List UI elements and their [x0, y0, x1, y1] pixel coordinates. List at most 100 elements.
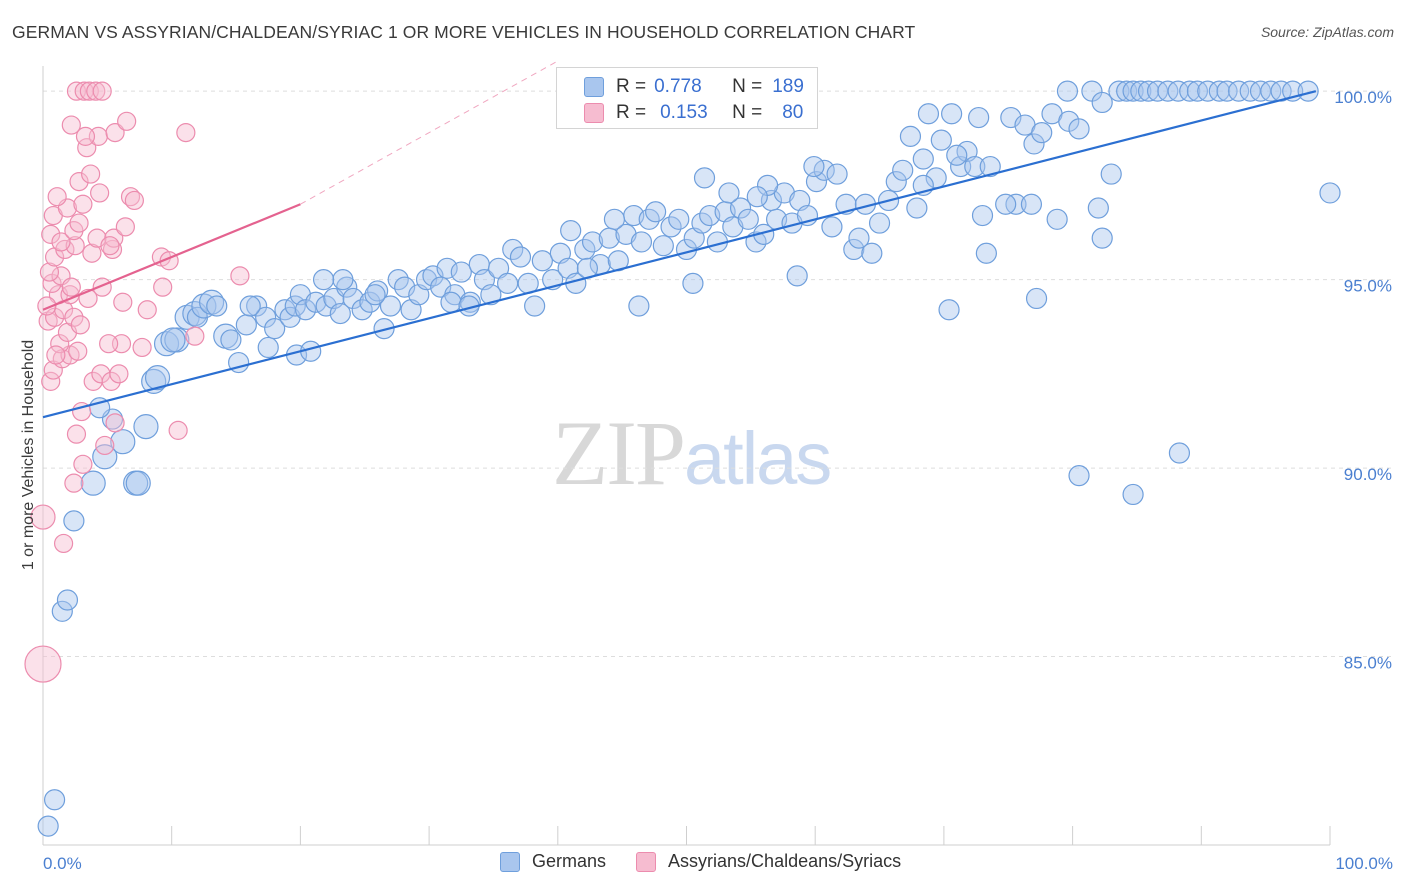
legend-item-assyrians: Assyrians/Chaldeans/Syriacs: [636, 851, 901, 872]
german-point: [1020, 193, 1043, 215]
german-point: [691, 212, 713, 234]
german-point: [1179, 80, 1201, 102]
assyrian-point: [51, 232, 71, 252]
trend-lines: [42, 60, 1317, 419]
assyrian-point: [82, 243, 102, 263]
german-point: [693, 167, 716, 189]
german-point: [737, 208, 759, 230]
assyrian-point: [64, 307, 84, 327]
r-value: 0.153: [660, 102, 708, 123]
german-point: [531, 250, 553, 272]
german-point: [1297, 80, 1319, 102]
german-point: [682, 272, 704, 294]
series-legend: Germans Assyrians/Chaldeans/Syriacs: [500, 851, 931, 872]
german-point: [1208, 80, 1230, 102]
german-point: [1122, 483, 1144, 506]
german-point: [930, 129, 952, 151]
r-label: R =: [616, 102, 647, 123]
x-tick-label: 0.0%: [43, 854, 82, 873]
assyrian-point: [113, 292, 133, 312]
german-point: [133, 414, 159, 440]
german-point: [868, 212, 891, 234]
assyrian-point: [64, 473, 84, 493]
german-point: [80, 470, 106, 496]
german-point: [979, 155, 1001, 178]
german-point: [1031, 122, 1053, 144]
y-tick-label: 85.0%: [1344, 654, 1392, 673]
german-point: [153, 331, 180, 357]
german-point: [917, 103, 940, 125]
grid-lines: [43, 90, 1392, 658]
assyrian-point: [132, 337, 152, 358]
assyrian-point: [101, 371, 121, 391]
legend-item-germans: Germans: [500, 851, 606, 872]
assyrian-point: [230, 266, 250, 286]
german-point: [92, 444, 118, 470]
n-label: N =: [732, 76, 763, 97]
german-point: [803, 155, 825, 178]
german-point: [628, 295, 650, 317]
german-point: [1319, 182, 1341, 204]
german-point: [968, 106, 990, 129]
german-point: [971, 204, 994, 227]
german-point: [110, 429, 136, 455]
zipatlas-watermark: ZIPatlas: [552, 400, 832, 506]
assyrian-point: [168, 420, 188, 440]
chart-title: GERMAN VS ASSYRIAN/CHALDEAN/SYRIAC 1 OR …: [12, 22, 916, 42]
german-point: [206, 295, 228, 317]
assyrians-legend-swatch: [636, 851, 657, 872]
assyrian-point: [137, 300, 157, 320]
german-point: [906, 197, 928, 219]
assyrian-point: [100, 236, 120, 256]
assyrians-legend-label: Assyrians/Chaldeans/Syriacs: [668, 851, 902, 871]
assyrians-swatch: [584, 103, 604, 123]
assyrian-point: [39, 262, 60, 282]
german-point: [1091, 91, 1113, 114]
assyrian-point: [176, 123, 196, 143]
german-point: [848, 227, 870, 249]
german-point: [160, 327, 186, 353]
r-value: 0.778: [654, 76, 702, 97]
assyrian-point: [153, 277, 173, 297]
assyrian-point: [50, 334, 70, 354]
german-point: [502, 238, 524, 261]
assyrian-point: [61, 115, 81, 135]
german-point: [668, 208, 690, 230]
german-point: [1087, 197, 1109, 219]
german-point: [279, 306, 301, 328]
german-point: [1216, 80, 1238, 102]
german-point: [1046, 208, 1068, 230]
assyrian-point: [61, 277, 81, 297]
german-point: [826, 163, 848, 185]
assyrian-point: [69, 172, 89, 192]
assyrian-point: [90, 183, 110, 203]
german-point: [1023, 133, 1045, 155]
y-axis-title: 1 or more Vehicles in Household: [20, 340, 37, 570]
assyrian-point: [105, 413, 125, 433]
assyrian-point: [95, 435, 115, 456]
german-point: [899, 125, 922, 147]
assyrian-point: [24, 645, 62, 683]
assyrian-point: [120, 187, 141, 207]
german-point: [239, 295, 261, 317]
german-point: [938, 299, 960, 321]
german-point: [1197, 80, 1219, 102]
assyrian-point: [75, 126, 96, 146]
german-point: [524, 295, 546, 317]
assyrian-point: [105, 123, 125, 143]
stats-legend: R = 0.778 N = 189 R = 0.153 N = 80: [556, 67, 818, 129]
german-point: [729, 197, 752, 219]
assyrian-point: [65, 236, 85, 256]
assyrian-point: [73, 194, 93, 214]
german-point: [941, 103, 963, 125]
source-note: Source: ZipAtlas.com: [1260, 24, 1394, 40]
german-point: [1091, 227, 1113, 249]
assyrian-point: [185, 326, 205, 346]
german-point: [912, 148, 934, 170]
german-point: [892, 159, 914, 181]
german-point: [220, 329, 242, 351]
assyrian-point: [86, 81, 106, 101]
german-point: [630, 231, 653, 253]
german-point: [1167, 80, 1189, 102]
